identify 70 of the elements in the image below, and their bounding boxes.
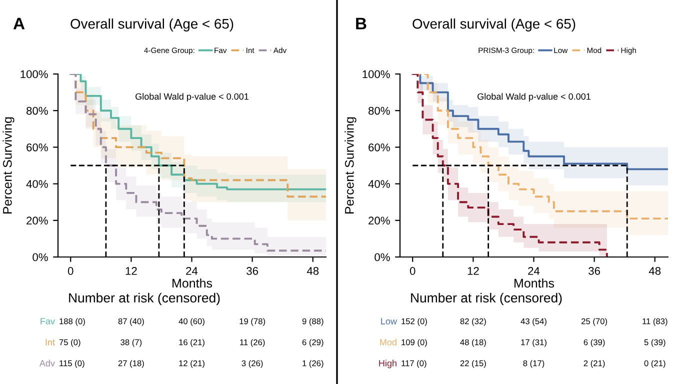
text: 38 (7) <box>120 339 142 347</box>
y-tick-label: 60% <box>368 143 390 152</box>
x-axis-title: Months <box>514 278 554 288</box>
text: 1 (26) <box>302 360 324 368</box>
text: Adv <box>39 360 55 366</box>
chart-title: Overall survival (Age < 65) <box>70 18 234 32</box>
text: 48 (18) <box>460 339 486 347</box>
y-tick-label: 80% <box>368 106 390 115</box>
x-tick-label: 36 <box>588 267 600 275</box>
text: 22 (15) <box>460 360 486 368</box>
text: A <box>13 18 25 30</box>
x-tick-label: 12 <box>468 267 479 275</box>
y-axis-title: Percent Surviving <box>2 117 14 214</box>
text: 109 (0) <box>402 339 427 347</box>
text: 9 (88) <box>302 318 324 326</box>
text: 0 (21) <box>644 360 666 368</box>
text: 27 (18) <box>118 360 144 368</box>
x-tick-label: 36 <box>246 267 258 275</box>
text: 11 (26) <box>240 339 265 347</box>
y-tick-label: 40% <box>26 180 48 188</box>
y-axis-title: Percent Surviving <box>344 117 356 214</box>
text: 11 (83) <box>642 318 668 326</box>
text: 43 (54) <box>520 318 546 326</box>
y-tick-label: 80% <box>26 106 48 115</box>
text: 25 (70) <box>582 318 607 326</box>
text: 82 (32) <box>460 318 486 326</box>
x-tick-label: 0 <box>68 267 74 275</box>
text: B <box>356 18 366 30</box>
text: High <box>379 360 396 368</box>
text: 2 (21) <box>584 360 605 368</box>
y-tick-label: 60% <box>26 143 48 152</box>
text: 3 (26) <box>242 360 263 368</box>
chart-title: Overall survival (Age < 65) <box>412 18 576 32</box>
x-tick-label: 12 <box>126 267 137 275</box>
x-tick-label: 24 <box>528 267 540 275</box>
text: Low <box>381 318 398 324</box>
text: 75 (0) <box>59 339 80 347</box>
y-tick-label: 100% <box>362 70 390 78</box>
x-axis-title: Months <box>172 278 212 288</box>
y-tick-label: 0% <box>374 253 390 262</box>
text: 87 (40) <box>118 318 144 326</box>
y-tick-label: 0% <box>32 253 48 262</box>
text: 12 (21) <box>179 360 204 368</box>
text: Fav <box>40 318 55 324</box>
y-tick-label: 20% <box>368 216 390 225</box>
text: 17 (31) <box>521 339 546 347</box>
annotation: Global Wald p-value < 0.001 <box>136 93 248 102</box>
text: 16 (21) <box>179 339 204 347</box>
text: 8 (17) <box>523 360 544 368</box>
text: 5 (39) <box>644 339 666 347</box>
x-tick-label: 24 <box>186 267 198 275</box>
text: 188 (0) <box>60 318 85 326</box>
annotation: Global Wald p-value < 0.001 <box>478 93 590 102</box>
text: 6 (39) <box>584 339 605 347</box>
text: 117 (0) <box>402 360 426 368</box>
text: Int <box>46 339 55 346</box>
text: Mod <box>380 338 396 346</box>
text: Number at risk (censored) <box>69 292 220 306</box>
x-tick-label: 0 <box>410 267 416 275</box>
text: 152 (0) <box>402 318 427 326</box>
text: 19 (78) <box>240 318 265 326</box>
y-tick-label: 100% <box>20 70 48 78</box>
text: Number at risk (censored) <box>411 292 562 306</box>
text: 40 (60) <box>178 318 204 326</box>
x-tick-label: 48 <box>306 267 319 275</box>
y-tick-label: 20% <box>26 216 48 225</box>
text: 115 (0) <box>60 360 84 368</box>
text: 6 (29) <box>302 339 324 347</box>
y-tick-label: 40% <box>368 180 390 188</box>
x-tick-label: 48 <box>648 267 661 275</box>
